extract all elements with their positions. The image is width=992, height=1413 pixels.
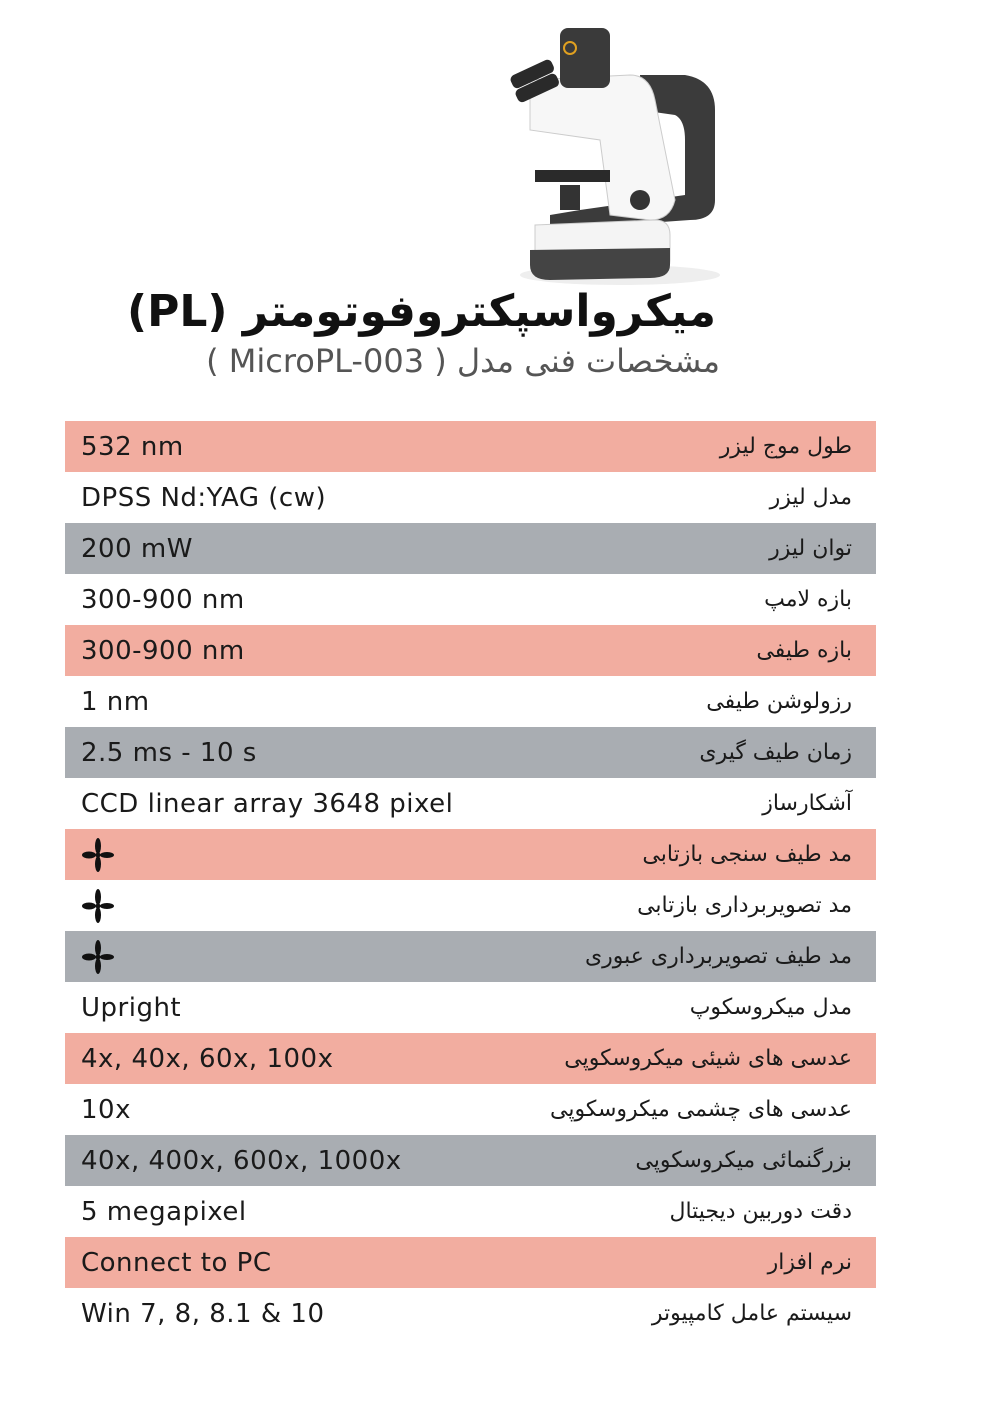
page-subtitle: مشخصات فنی مدل ( MicroPL-003 ) <box>206 342 720 380</box>
four-petal-check-icon <box>82 888 114 923</box>
spec-value: 10x <box>81 1094 131 1125</box>
spec-row: CCD linear array 3648 pixel آشکارساز <box>65 778 876 829</box>
spec-value: 300-900 nm <box>81 584 245 615</box>
spec-row: 5 megapixel دقت دوربین دیجیتال <box>65 1186 876 1237</box>
spec-row: 532 nm طول موج لیزر <box>65 421 876 472</box>
spec-label: مد تصویربرداری بازتابی <box>637 893 852 918</box>
spec-row: Win 7, 8, 8.1 & 10 سیستم عامل کامپیوتر <box>65 1288 876 1339</box>
spec-value: DPSS Nd:YAG (cw) <box>81 482 327 513</box>
spec-label: بازه طیفی <box>756 638 852 663</box>
four-petal-check-icon <box>82 939 114 974</box>
microscope-image <box>510 28 720 285</box>
spec-label: عدسی های شیئی میکروسکوپی <box>564 1046 852 1071</box>
spec-value <box>65 880 506 931</box>
spec-value: Connect to PC <box>81 1247 272 1278</box>
spec-label: مدل لیزر <box>769 485 852 510</box>
spec-value: 4x, 40x, 60x, 100x <box>81 1043 334 1074</box>
spec-label: طول موج لیزر <box>719 434 852 459</box>
spec-value: 300-900 nm <box>81 635 245 666</box>
spec-value <box>65 931 506 982</box>
spec-label: نرم افزار <box>767 1250 852 1275</box>
spec-value: Win 7, 8, 8.1 & 10 <box>81 1298 325 1329</box>
spec-value: 5 megapixel <box>81 1196 247 1227</box>
spec-value: 40x, 400x, 600x, 1000x <box>81 1145 402 1176</box>
spec-label: مدل میکروسکوپ <box>689 995 852 1020</box>
spec-value: Upright <box>81 992 182 1023</box>
spec-row: 10x عدسی های چشمی میکروسکوپی <box>65 1084 876 1135</box>
spec-row: مد تصویربرداری بازتابی <box>65 880 876 931</box>
four-petal-check-icon <box>82 837 114 872</box>
spec-row: 40x, 400x, 600x, 1000x بزرگنمائی میکروسکو… <box>65 1135 876 1186</box>
spec-label: مد طیف سنجی بازتابی <box>642 842 852 867</box>
spec-row: 300-900 nm بازه طیفی <box>65 625 876 676</box>
spec-row: 200 mW توان لیزر <box>65 523 876 574</box>
spec-value: CCD linear array 3648 pixel <box>81 788 454 819</box>
page-title: میکرواسپکتروفوتومتر (PL) <box>126 286 716 337</box>
spec-label: دقت دوربین دیجیتال <box>669 1199 852 1224</box>
spec-label: سیستم عامل کامپیوتر <box>651 1301 852 1326</box>
spec-label: آشکارساز <box>762 791 852 816</box>
spec-row: 300-900 nm بازه لامپ <box>65 574 876 625</box>
spec-row: 2.5 ms - 10 s زمان طیف گیری <box>65 727 876 778</box>
spec-label: زمان طیف گیری <box>699 740 852 765</box>
spec-row: مد طیف تصویربرداری عبوری <box>65 931 876 982</box>
spec-row: مد طیف سنجی بازتابی <box>65 829 876 880</box>
spec-row: Upright مدل میکروسکوپ <box>65 982 876 1033</box>
spec-table: 532 nm طول موج لیزر DPSS Nd:YAG (cw) مدل لی… <box>65 421 876 1339</box>
spec-row: 1 nm رزولوشن طیفی <box>65 676 876 727</box>
spec-label: رزولوشن طیفی <box>706 689 852 714</box>
spec-value <box>65 829 506 880</box>
spec-label: مد طیف تصویربرداری عبوری <box>584 944 852 969</box>
spec-value: 2.5 ms - 10 s <box>81 737 257 768</box>
spec-value: 1 nm <box>81 686 150 717</box>
spec-row: Connect to PC نرم افزار <box>65 1237 876 1288</box>
spec-value: 200 mW <box>81 533 193 564</box>
spec-value: 532 nm <box>81 431 184 462</box>
spec-label: بزرگنمائی میکروسکوپی <box>635 1148 852 1173</box>
spec-label: توان لیزر <box>769 536 852 561</box>
spec-row: 4x, 40x, 60x, 100x عدسی های شیئی میکروسکو… <box>65 1033 876 1084</box>
spec-row: DPSS Nd:YAG (cw) مدل لیزر <box>65 472 876 523</box>
spec-label: عدسی های چشمی میکروسکوپی <box>550 1097 852 1122</box>
spec-label: بازه لامپ <box>764 587 852 612</box>
